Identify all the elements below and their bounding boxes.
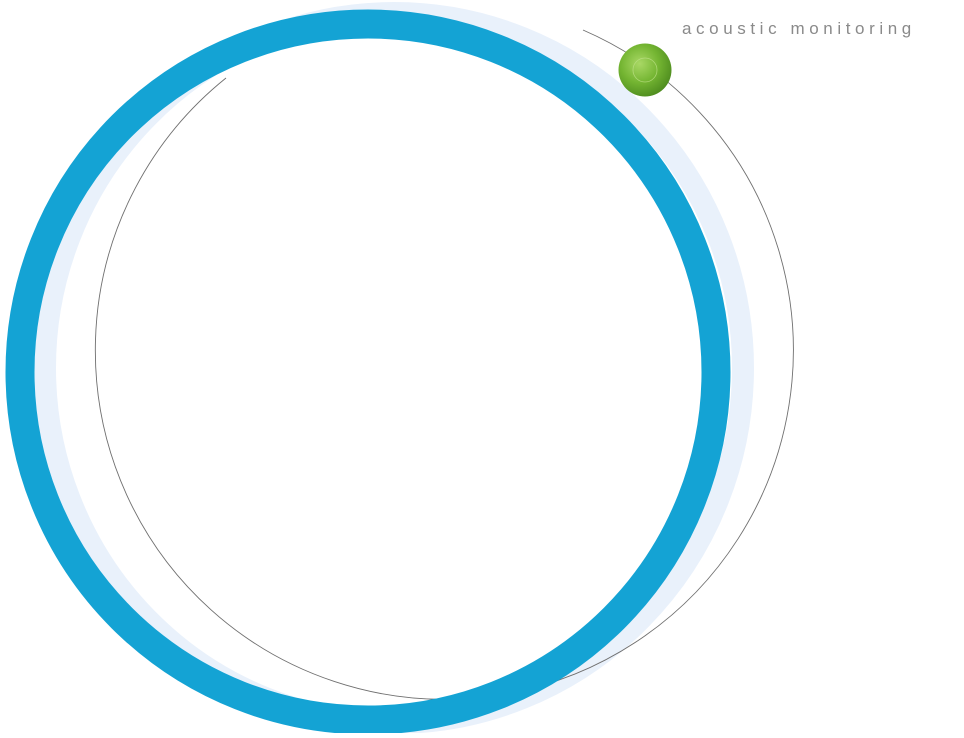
main-ring-icon — [5, 9, 731, 735]
green-dot-icon — [618, 43, 672, 97]
orbit-line — [94, 29, 794, 700]
tagline: acoustic monitoring — [682, 19, 916, 38]
